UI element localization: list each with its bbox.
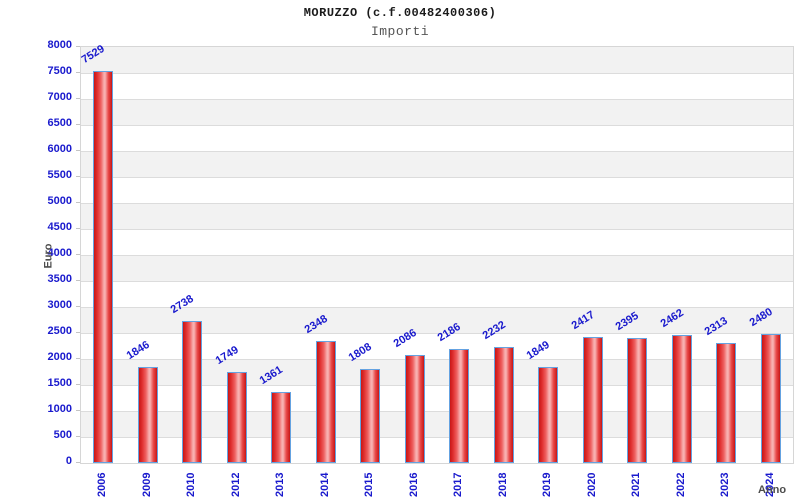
stripe-band xyxy=(81,177,793,203)
x-tick-label: 2018 xyxy=(496,472,509,497)
y-tick-mark xyxy=(76,124,80,125)
y-tick-label: 4000 xyxy=(47,247,72,259)
y-tick-label: 8000 xyxy=(47,39,72,51)
y-tick-mark xyxy=(76,410,80,411)
x-tick-label: 2012 xyxy=(229,472,242,497)
bar-2009 xyxy=(137,367,158,463)
x-tick-label: 2014 xyxy=(318,472,331,497)
stripe-band xyxy=(81,151,793,177)
x-tick-label: 2021 xyxy=(630,472,643,497)
y-tick-label: 7500 xyxy=(47,65,72,77)
bar-2015 xyxy=(360,369,381,463)
x-tick-label: 2023 xyxy=(719,472,732,497)
bar-2013 xyxy=(271,392,292,463)
stripe-band xyxy=(81,255,793,281)
plot-area: 7529 1846 2738 1749 1361 2348 1808 2086 2186 2232… xyxy=(80,43,794,464)
x-tick-label: 2016 xyxy=(407,472,420,497)
bar-2020 xyxy=(582,337,603,463)
bar-2023 xyxy=(716,343,737,463)
bar-2006 xyxy=(93,71,114,463)
x-tick-label: 2015 xyxy=(363,472,376,497)
stripe-band xyxy=(81,47,793,73)
y-tick-label: 500 xyxy=(53,429,72,441)
bar-2024 xyxy=(760,334,781,463)
y-tick-label: 6500 xyxy=(47,117,72,129)
y-tick-mark xyxy=(76,202,80,203)
stripe-band xyxy=(81,125,793,151)
y-tick-mark xyxy=(76,306,80,307)
y-axis-title: Euro xyxy=(42,243,55,269)
y-tick-label: 5000 xyxy=(47,195,72,207)
y-tick-mark xyxy=(76,384,80,385)
x-tick-label: 2020 xyxy=(585,472,598,497)
x-tick-label: 2017 xyxy=(452,472,465,497)
x-tick-label: 2019 xyxy=(541,472,554,497)
chart-subtitle: Importi xyxy=(370,24,430,39)
y-tick-label: 2000 xyxy=(47,351,72,363)
y-tick-label: 7000 xyxy=(47,91,72,103)
y-tick-mark xyxy=(76,358,80,359)
y-tick-label: 0 xyxy=(65,455,72,467)
x-tick-label: 2013 xyxy=(274,472,287,497)
bar-2010 xyxy=(182,321,203,463)
bar-2019 xyxy=(538,367,559,463)
bar-2014 xyxy=(315,341,336,463)
y-tick-mark xyxy=(76,280,80,281)
stripe-band xyxy=(81,73,793,99)
bar-2016 xyxy=(404,355,425,463)
y-tick-label: 3000 xyxy=(47,299,72,311)
x-tick-label: 2010 xyxy=(185,472,198,497)
y-tick-mark xyxy=(76,176,80,177)
stripe-band xyxy=(81,281,793,307)
bar-2021 xyxy=(627,338,648,463)
y-tick-label: 6000 xyxy=(47,143,72,155)
y-tick-label: 1500 xyxy=(47,377,72,389)
y-tick-mark xyxy=(76,98,80,99)
x-axis-title: Anno xyxy=(758,484,787,496)
x-tick-label: 2009 xyxy=(140,472,153,497)
y-tick-mark xyxy=(76,436,80,437)
bar-2018 xyxy=(493,347,514,463)
y-tick-label: 3500 xyxy=(47,273,72,285)
y-tick-label: 5500 xyxy=(47,169,72,181)
y-tick-mark xyxy=(76,72,80,73)
y-tick-label: 2500 xyxy=(47,325,72,337)
y-tick-mark xyxy=(76,228,80,229)
bar-2012 xyxy=(226,372,247,463)
y-tick-mark xyxy=(76,332,80,333)
stripe-band xyxy=(81,229,793,255)
stripe-band xyxy=(81,99,793,125)
y-tick-mark xyxy=(76,254,80,255)
chart-title: MORUZZO (c.f.00482400306) xyxy=(303,6,497,20)
bar-2022 xyxy=(671,335,692,463)
stripe-band xyxy=(81,203,793,229)
y-tick-label: 1000 xyxy=(47,403,72,415)
y-tick-mark xyxy=(76,462,80,463)
y-tick-mark xyxy=(76,150,80,151)
x-tick-label: 2022 xyxy=(674,472,687,497)
y-tick-label: 4500 xyxy=(47,221,72,233)
bar-2017 xyxy=(449,349,470,463)
y-tick-mark xyxy=(76,46,80,47)
x-tick-label: 2006 xyxy=(96,472,109,497)
